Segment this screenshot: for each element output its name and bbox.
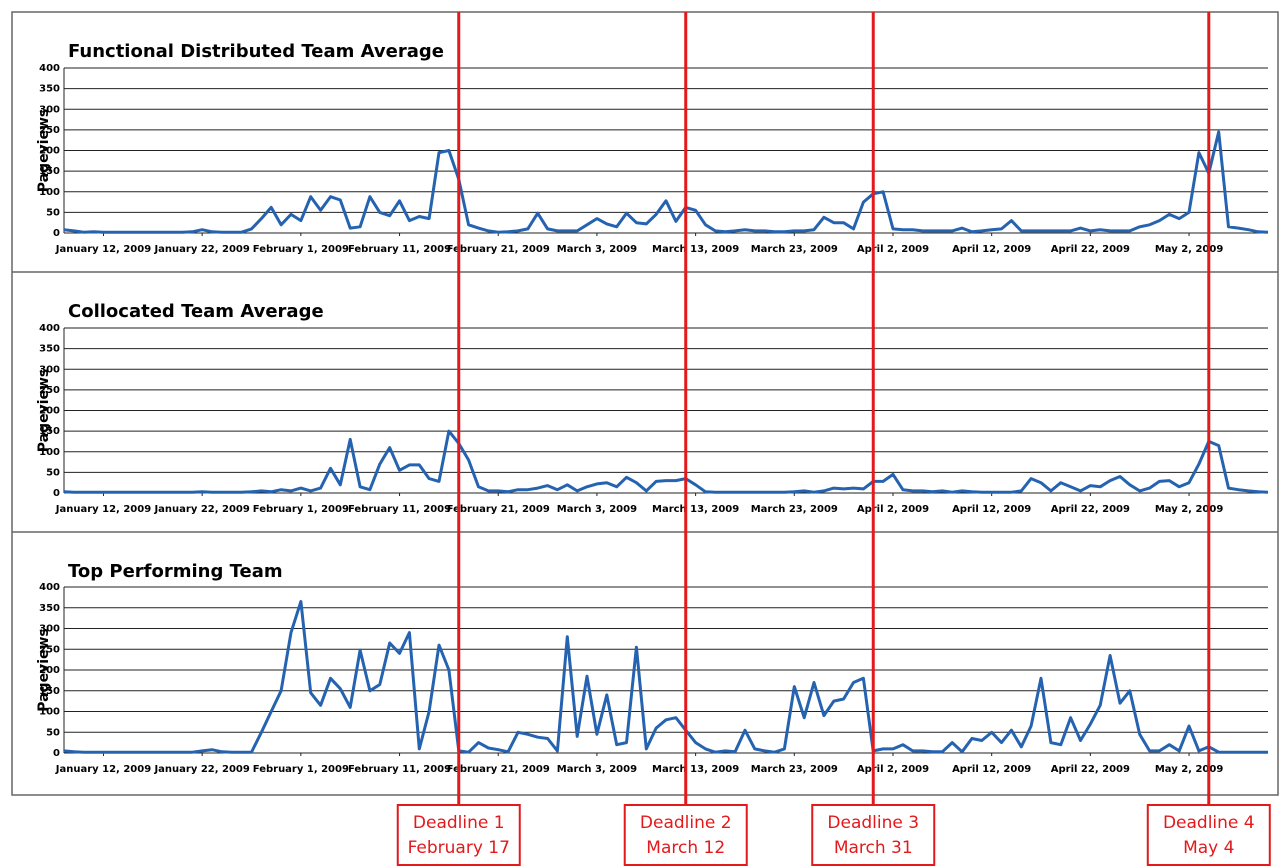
y-axis-label: Pageviews (36, 109, 52, 193)
deadline-label: Deadline 1 (413, 813, 505, 833)
y-axis-label: Pageviews (36, 628, 52, 712)
x-tick-label: April 12, 2009 (952, 244, 1031, 255)
x-tick-label: May 2, 2009 (1155, 244, 1224, 255)
deadline-date: March 12 (646, 838, 725, 858)
x-tick-label: January 12, 2009 (55, 504, 151, 515)
x-tick-label: February 21, 2009 (447, 504, 550, 515)
x-tick-label: January 22, 2009 (153, 504, 249, 515)
x-tick-label: February 21, 2009 (447, 764, 550, 775)
x-tick-label: April 22, 2009 (1051, 504, 1130, 515)
y-tick-label: 400 (39, 63, 60, 74)
x-tick-label: January 22, 2009 (153, 244, 249, 255)
deadline-label: Deadline 3 (827, 813, 919, 833)
x-tick-label: April 2, 2009 (857, 504, 929, 515)
y-tick-label: 50 (46, 467, 60, 478)
y-tick-label: 250 (39, 125, 60, 136)
y-tick-label: 0 (53, 488, 60, 499)
x-tick-label: January 12, 2009 (55, 764, 151, 775)
y-tick-label: 400 (39, 323, 60, 334)
deadline-date: March 31 (834, 838, 913, 858)
series-line (63, 600, 1268, 754)
deadline-box (811, 804, 936, 866)
deadline-date: May 4 (1183, 838, 1234, 858)
y-tick-label: 250 (39, 385, 60, 396)
y-tick-label: 0 (53, 228, 60, 239)
y-tick-label: 350 (39, 344, 60, 355)
x-tick-label: February 21, 2009 (447, 244, 550, 255)
deadline-label: Deadline 4 (1163, 813, 1255, 833)
x-tick-label: March 3, 2009 (557, 764, 637, 775)
y-tick-label: 150 (39, 166, 60, 177)
x-tick-label: May 2, 2009 (1155, 504, 1224, 515)
x-tick-label: April 2, 2009 (857, 244, 929, 255)
x-tick-label: March 23, 2009 (751, 244, 838, 255)
deadline-label: Deadline 2 (640, 813, 732, 833)
x-tick-label: April 22, 2009 (1051, 764, 1130, 775)
x-tick-label: March 13, 2009 (652, 244, 739, 255)
x-tick-label: April 22, 2009 (1051, 244, 1130, 255)
x-tick-label: March 13, 2009 (652, 504, 739, 515)
y-tick-label: 100 (39, 707, 60, 718)
y-tick-label: 250 (39, 644, 60, 655)
y-tick-label: 100 (39, 187, 60, 198)
x-tick-label: May 2, 2009 (1155, 764, 1224, 775)
frame (11, 11, 1279, 796)
y-tick-label: 150 (39, 426, 60, 437)
y-tick-label: 300 (39, 104, 60, 115)
x-tick-label: February 11, 2009 (348, 244, 451, 255)
x-tick-label: March 13, 2009 (652, 764, 739, 775)
y-tick-label: 200 (39, 406, 60, 417)
y-tick-label: 200 (39, 665, 60, 676)
deadline-box (623, 804, 748, 866)
x-tick-label: February 1, 2009 (253, 764, 349, 775)
x-tick-label: March 23, 2009 (751, 764, 838, 775)
y-tick-label: 100 (39, 447, 60, 458)
y-tick-label: 150 (39, 686, 60, 697)
x-tick-label: April 12, 2009 (952, 764, 1031, 775)
y-tick-label: 300 (39, 364, 60, 375)
x-tick-label: February 1, 2009 (253, 504, 349, 515)
series-line (63, 130, 1269, 234)
y-tick-label: 50 (46, 727, 60, 738)
x-tick-label: April 2, 2009 (857, 764, 929, 775)
y-tick-label: 300 (39, 624, 60, 635)
x-tick-label: January 22, 2009 (153, 764, 249, 775)
deadline-box (1146, 804, 1271, 866)
y-axis-label: Pageviews (36, 369, 52, 453)
y-tick-label: 0 (53, 748, 60, 759)
chart-title: Functional Distributed Team Average (68, 41, 444, 62)
x-tick-label: April 12, 2009 (952, 504, 1031, 515)
x-tick-label: January 12, 2009 (55, 244, 151, 255)
y-tick-label: 200 (39, 146, 60, 157)
chart-title: Collocated Team Average (68, 301, 324, 322)
x-tick-label: February 11, 2009 (348, 764, 451, 775)
deadline-box (396, 804, 521, 866)
deadline-date: February 17 (408, 838, 510, 858)
x-tick-label: March 3, 2009 (557, 504, 637, 515)
chart-title: Top Performing Team (68, 561, 283, 582)
y-tick-label: 400 (39, 582, 60, 593)
x-tick-label: February 11, 2009 (348, 504, 451, 515)
x-tick-label: February 1, 2009 (253, 244, 349, 255)
y-tick-label: 50 (46, 207, 60, 218)
series-line (63, 429, 1269, 494)
x-tick-label: March 3, 2009 (557, 244, 637, 255)
y-tick-label: 350 (39, 603, 60, 614)
y-tick-label: 350 (39, 84, 60, 95)
x-tick-label: March 23, 2009 (751, 504, 838, 515)
